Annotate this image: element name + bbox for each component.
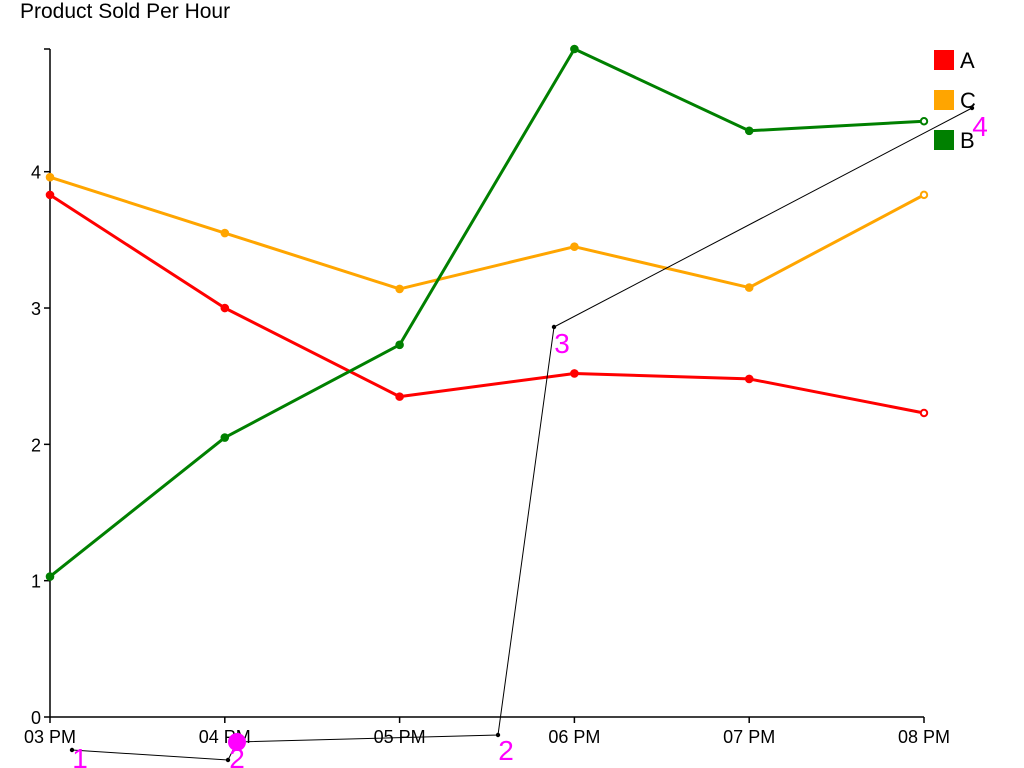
annotation-vertex — [969, 105, 975, 111]
series-B — [45, 44, 929, 581]
legend-label: A — [960, 48, 975, 73]
data-point[interactable] — [45, 172, 55, 182]
data-point[interactable] — [220, 433, 230, 442]
annotation-path — [71, 107, 973, 761]
legend-item-B[interactable]: B — [934, 128, 975, 153]
series-C — [45, 172, 929, 294]
x-tick-label: 05 PM — [374, 727, 426, 747]
legend-swatch — [934, 130, 954, 150]
data-point[interactable] — [919, 190, 929, 200]
data-point[interactable] — [919, 408, 929, 418]
x-tick-label: 03 PM — [24, 727, 76, 747]
series-line-B — [49, 47, 925, 578]
y-tick-label: 2 — [31, 435, 41, 455]
y-tick-label: 1 — [31, 572, 41, 592]
chart-title: Product Sold Per Hour — [20, 0, 231, 23]
annotation-number: 3 — [554, 328, 570, 359]
data-point[interactable] — [919, 117, 929, 126]
series-A — [45, 190, 929, 418]
annotation-number: 2 — [229, 743, 245, 768]
legend: ACB — [934, 48, 976, 153]
data-point[interactable] — [744, 374, 754, 384]
x-tick-label: 08 PM — [898, 727, 950, 747]
series-lines — [45, 44, 929, 581]
series-line-A — [49, 193, 925, 415]
data-point[interactable] — [570, 242, 579, 251]
data-point[interactable] — [744, 126, 754, 136]
legend-swatch — [934, 90, 954, 110]
data-point[interactable] — [45, 572, 55, 581]
annotation-vertex — [551, 324, 557, 330]
legend-swatch — [934, 50, 954, 70]
annotation-marker — [228, 733, 246, 751]
legend-item-A[interactable]: A — [934, 48, 975, 73]
annotation-overlay: 1 2 2 3 4 — [69, 105, 988, 768]
x-tick-label: 07 PM — [723, 727, 775, 747]
y-tick-label: 4 — [31, 163, 41, 183]
y-tick-label: 0 — [31, 708, 41, 728]
data-point[interactable] — [395, 340, 404, 350]
annotation-vertex — [495, 732, 501, 738]
data-point[interactable] — [744, 283, 754, 292]
annotation-number: 1 — [72, 743, 88, 768]
data-point[interactable] — [570, 44, 579, 54]
series-line-C — [49, 175, 925, 291]
annotation-vertex — [69, 747, 75, 753]
annotation-number: 4 — [972, 111, 988, 142]
data-point[interactable] — [45, 190, 55, 200]
annotation-number: 2 — [498, 735, 514, 766]
data-point[interactable] — [220, 303, 230, 313]
legend-item-C[interactable]: C — [934, 88, 976, 113]
data-point[interactable] — [395, 284, 404, 294]
x-tick-label: 06 PM — [548, 727, 600, 747]
data-point[interactable] — [220, 228, 230, 238]
annotation-vertex — [225, 757, 231, 763]
data-point[interactable] — [395, 392, 404, 401]
legend-label: B — [960, 128, 975, 153]
data-point[interactable] — [570, 369, 579, 378]
y-tick-label: 3 — [31, 299, 41, 319]
